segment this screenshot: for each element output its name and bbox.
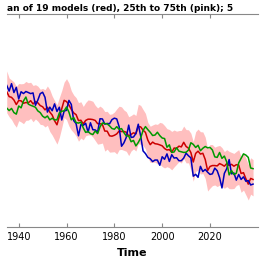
Text: an of 19 models (red), 25th to 75th (pink); 5: an of 19 models (red), 25th to 75th (pin… — [7, 4, 233, 13]
X-axis label: Time: Time — [117, 248, 148, 258]
